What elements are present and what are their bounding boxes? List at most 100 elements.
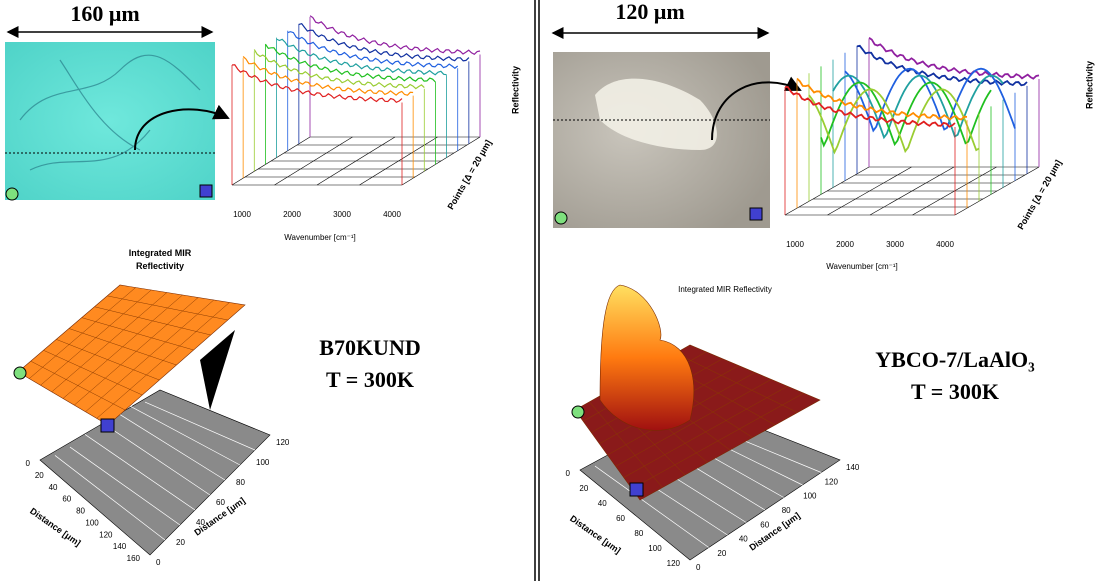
y-label: Reflectivity (1084, 61, 1094, 109)
tick-label: 0 (696, 563, 701, 572)
start-marker (5, 187, 19, 201)
spectrum-trace (253, 49, 425, 90)
tick-label: 60 (216, 498, 225, 507)
spectra-plot: 1000 2000 3000 4000 (784, 36, 1040, 249)
tick-label: 80 (236, 478, 245, 487)
floor-line (954, 166, 1040, 216)
sample-name: B70KUND (319, 335, 420, 360)
tick-label: 40 (49, 483, 58, 492)
contour (69, 446, 181, 526)
tick-label: 60 (760, 520, 769, 529)
end-marker (100, 418, 115, 433)
end-marker (199, 184, 213, 198)
floor-line (274, 136, 353, 186)
mesh (675, 352, 798, 413)
tick-label: 80 (634, 529, 643, 538)
x-label: Wavenumber [cm⁻¹] (826, 262, 898, 271)
tick-label: 0 (26, 459, 31, 468)
tick-label: 20 (176, 538, 185, 547)
spectrum-trace (231, 64, 403, 104)
axis-label: Distance [μm] (747, 510, 802, 552)
contour (99, 420, 211, 496)
spectrum-trace (868, 36, 1040, 80)
start-marker (13, 366, 27, 380)
tick-label: 40 (598, 499, 607, 508)
spectrum-trace (309, 15, 481, 56)
micrograph (5, 42, 215, 200)
mesh (94, 306, 211, 336)
tick-label: 120 (99, 530, 113, 539)
tick-label: 40 (196, 518, 205, 527)
mesh (96, 302, 230, 419)
x-tick-label: 3000 (886, 240, 904, 249)
tick-label: 140 (113, 542, 127, 551)
tick-label: 100 (648, 544, 662, 553)
x-tick-label: 4000 (383, 210, 401, 219)
floor-line (869, 166, 955, 216)
contour (144, 401, 256, 451)
sample-name: YBCO-7/LaAlO₃ (875, 347, 1035, 372)
contour (114, 411, 226, 481)
tick-label: 80 (76, 507, 85, 516)
start-marker (571, 405, 585, 419)
contour (84, 434, 196, 511)
x-tick-label: 4000 (936, 240, 954, 249)
surface (17, 284, 246, 426)
axis-label: Distance [μm] (568, 513, 623, 555)
mesh (62, 294, 183, 399)
scale-label: 120 μm (615, 0, 684, 24)
tick-label: 120 (276, 438, 290, 447)
fold (200, 330, 235, 410)
peak (599, 284, 695, 431)
arrow (134, 104, 230, 151)
mesh (631, 392, 804, 489)
z-label: Points [Δ = 20 μm] (1015, 158, 1063, 231)
tick-label: 20 (35, 471, 44, 480)
tick-label: 120 (667, 559, 681, 568)
tick-label: 60 (62, 495, 71, 504)
tick-label: 0 (156, 558, 161, 567)
map-title: Integrated MIR Reflectivity (129, 248, 192, 271)
mesh (85, 299, 214, 412)
axis-label: Distance [μm] (28, 506, 83, 548)
tick-label: 60 (616, 514, 625, 523)
temperature: T = 300K (326, 367, 414, 392)
floor-line (912, 166, 997, 216)
spectrum-trace (832, 74, 1004, 140)
spectrum-trace (276, 38, 447, 76)
tick-label: 140 (846, 463, 860, 472)
temperature: T = 300K (911, 379, 999, 404)
x-tick-label: 1000 (786, 240, 804, 249)
tick-label: 20 (717, 549, 726, 558)
floor-line (401, 136, 481, 186)
spectrum-trace (287, 31, 459, 69)
end-marker (629, 482, 644, 497)
floor-line (231, 136, 311, 186)
x-tick-label: 1000 (233, 210, 251, 219)
tick-label: 20 (579, 484, 588, 493)
x-tick-label: 3000 (333, 210, 351, 219)
scale-label: 160 μm (70, 1, 139, 26)
mesh (623, 386, 788, 478)
mesh (74, 297, 199, 406)
y-label: Reflectivity (510, 66, 520, 114)
spectrum-trace (298, 23, 470, 62)
spectrum-trace (856, 44, 1028, 87)
floor-line (784, 166, 870, 216)
tick-label: 120 (825, 477, 839, 486)
spectrum-trace (242, 56, 414, 96)
mesh (107, 295, 228, 321)
spectrum-trace (796, 77, 968, 121)
tick-label: 160 (127, 554, 141, 563)
contour (129, 405, 241, 466)
mesh (81, 317, 194, 351)
floor-line (316, 136, 396, 186)
spectrum-trace (785, 86, 956, 128)
x-label: Wavenumber [cm⁻¹] (284, 233, 356, 242)
tick-label: 100 (256, 458, 270, 467)
start-marker (554, 211, 568, 225)
spectrum-trace (264, 43, 436, 83)
floor-line (827, 166, 912, 216)
